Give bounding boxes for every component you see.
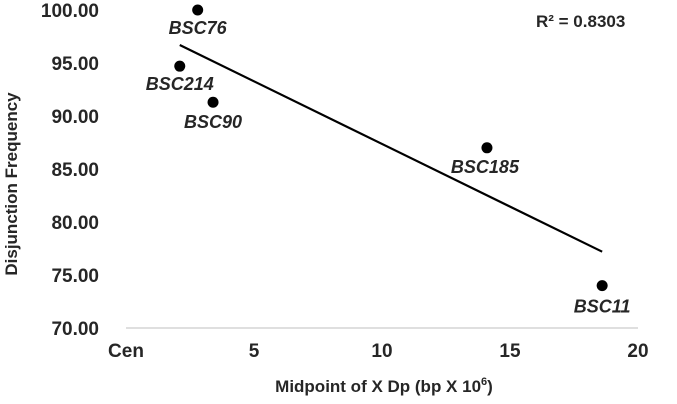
x-axis-title-end: ) — [487, 377, 493, 396]
data-point-bsc76 — [192, 4, 204, 16]
data-point-bsc185 — [481, 142, 493, 154]
data-label-bsc90: BSC90 — [184, 112, 242, 132]
data-points: BSC76 BSC214 BSC90 BSC185 BSC11 — [146, 4, 631, 317]
y-axis-title: Disjunction Frequency — [2, 92, 21, 276]
y-tick-label: 90.00 — [51, 107, 99, 128]
data-label-bsc76: BSC76 — [169, 18, 228, 38]
y-tick-label: 75.00 — [51, 266, 99, 287]
y-tick-label: 70.00 — [51, 319, 99, 340]
r-squared-label: R² = 0.8303 — [536, 12, 625, 31]
data-label-bsc214: BSC214 — [146, 74, 214, 94]
y-tick-label: 80.00 — [51, 213, 99, 234]
x-axis-title-main: Midpoint of X Dp (bp X 10 — [275, 377, 481, 396]
y-tick-label: 95.00 — [51, 54, 99, 75]
y-tick-label: 100.00 — [41, 1, 99, 22]
x-axis-title: Midpoint of X Dp (bp X 106) — [275, 376, 493, 396]
y-tick-label: 85.00 — [51, 160, 99, 181]
data-label-bsc11: BSC11 — [574, 297, 631, 317]
x-axis-title-superscript: 6 — [481, 376, 487, 388]
x-tick-label: 10 — [371, 341, 392, 362]
x-tick-label: 15 — [499, 341, 521, 362]
data-label-bsc185: BSC185 — [451, 157, 520, 177]
x-tick-label: Cen — [108, 341, 144, 362]
y-axis-ticks: 70.00 75.00 80.00 85.00 90.00 95.00 100.00 — [41, 1, 99, 340]
x-axis-ticks: Cen 5 10 15 20 — [108, 341, 649, 362]
x-tick-label: 5 — [249, 341, 260, 362]
x-tick-label: 20 — [627, 341, 648, 362]
data-point-bsc214 — [174, 60, 186, 72]
data-point-bsc90 — [207, 96, 219, 108]
trendline — [179, 43, 603, 253]
data-point-bsc11 — [596, 280, 608, 292]
trendline-group — [179, 43, 603, 253]
